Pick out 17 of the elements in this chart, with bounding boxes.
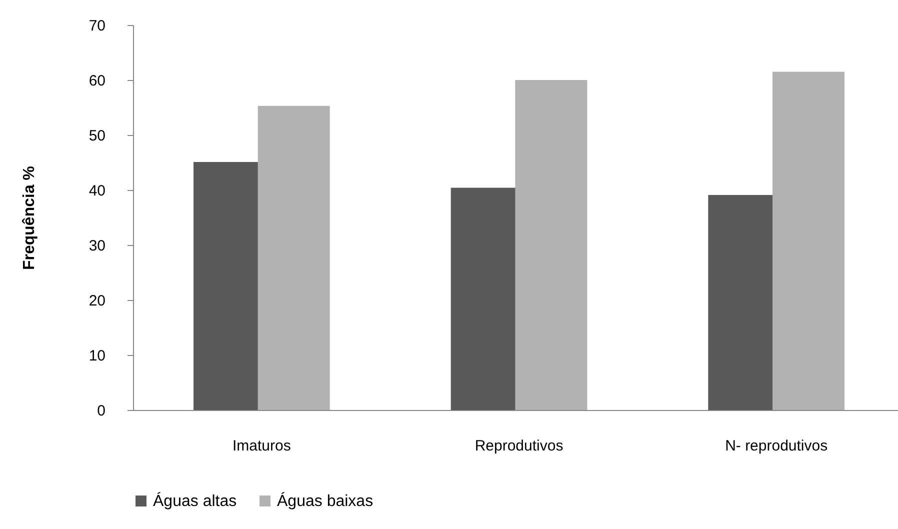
x-tick-label: Reprodutivos — [474, 438, 564, 454]
bar — [515, 80, 588, 410]
y-tick-label: 10 — [88, 348, 106, 364]
y-tick-label: 0 — [97, 402, 106, 420]
x-tick-label: Imaturos — [232, 438, 291, 454]
y-tick-label: 70 — [88, 18, 106, 34]
y-tick-label: 20 — [88, 292, 106, 310]
y-tick-label: 40 — [88, 182, 106, 200]
y-axis-title: Frequência % — [20, 166, 38, 270]
y-tick-label: 60 — [88, 72, 106, 90]
legend-label: Águas baixas — [277, 492, 374, 510]
bar — [258, 106, 330, 410]
bar — [772, 72, 844, 410]
x-tick-label: N- reprodutivos — [725, 438, 828, 454]
y-tick-label: 30 — [88, 238, 106, 254]
y-tick-label: 50 — [88, 128, 106, 144]
legend-label: Águas altas — [153, 492, 237, 510]
